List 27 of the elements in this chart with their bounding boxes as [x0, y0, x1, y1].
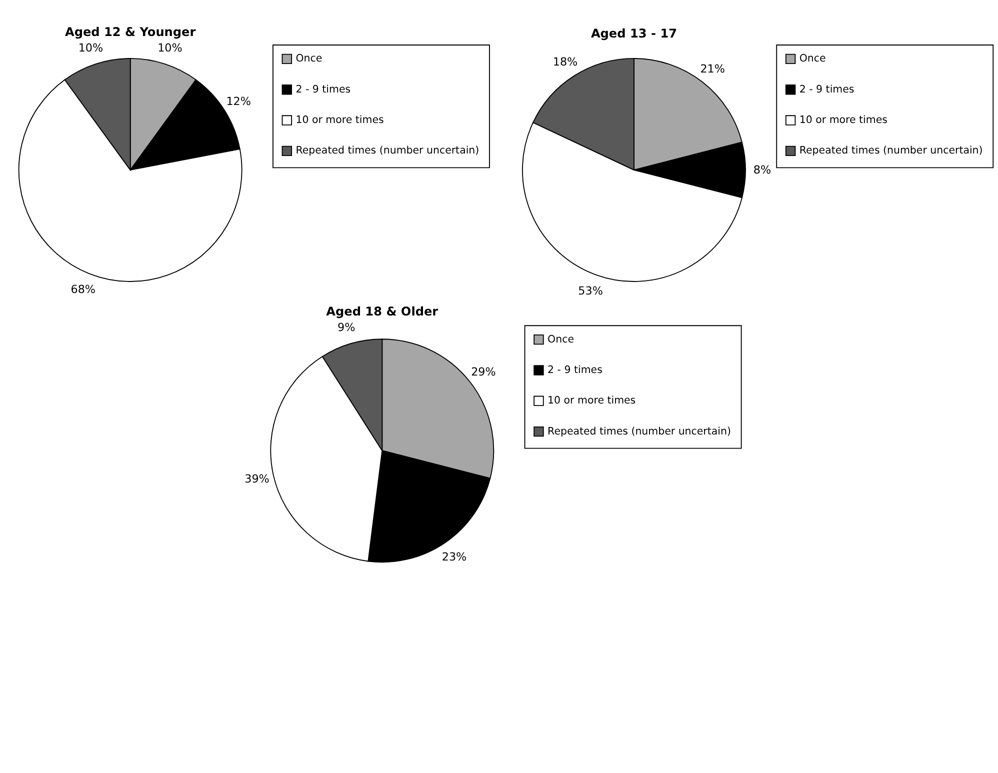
data-label: 18% — [552, 55, 578, 68]
data-label: 10% — [78, 42, 104, 55]
legend-label: Once — [296, 54, 322, 65]
chart-title: Aged 18 & Older — [326, 304, 438, 318]
data-label: 10% — [158, 42, 182, 55]
data-label: 53% — [578, 284, 603, 298]
data-label: 21% — [700, 62, 725, 76]
legend-label: Repeated times (number uncertain) — [296, 146, 480, 157]
legend-label: Repeated times (number uncertain) — [548, 426, 731, 438]
legend-label: 10 or more times — [296, 115, 384, 126]
data-label: 23% — [442, 550, 467, 564]
legend-label: Once — [799, 54, 826, 65]
legend-label: 2 - 9 times — [548, 365, 602, 376]
legend-label: 10 or more times — [799, 115, 888, 126]
data-label: 68% — [70, 282, 96, 296]
legend-label: 2 - 9 times — [296, 84, 351, 96]
chart-title: Aged 13 - 17 — [590, 26, 678, 41]
data-label: 12% — [226, 94, 251, 108]
chart-title: Aged 12 & Younger — [64, 24, 196, 39]
legend-label: Repeated times (number uncertain) — [799, 146, 983, 157]
legend-label: 10 or more times — [548, 396, 636, 407]
data-label: 29% — [471, 366, 496, 379]
data-label: 9% — [338, 321, 356, 334]
data-label: 8% — [753, 164, 772, 177]
legend-label: Once — [548, 334, 574, 346]
data-label: 39% — [244, 472, 270, 486]
legend-label: 2 - 9 times — [799, 84, 854, 96]
